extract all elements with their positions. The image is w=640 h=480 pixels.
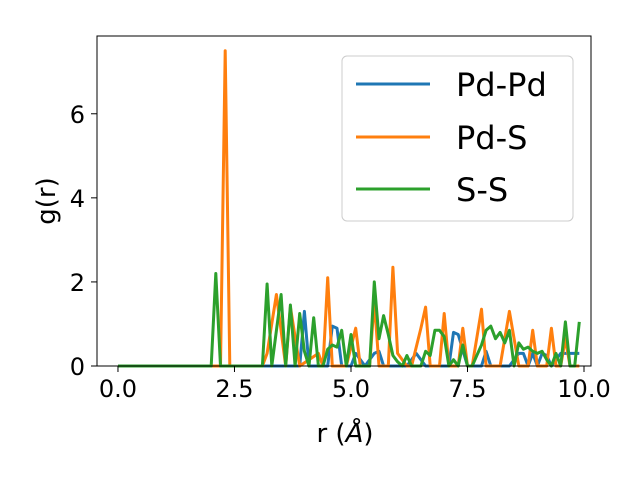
- x-axis-unit: Å: [344, 417, 364, 449]
- ticks-layer: 0.0 2.5 5.0 7.5 10.0 0 2 4 6: [70, 101, 611, 403]
- y-tick-label: 6: [70, 101, 85, 129]
- x-tick-label: 7.5: [448, 375, 486, 403]
- legend: Pd-Pd Pd-S S-S: [341, 55, 574, 222]
- legend-label-pd-pd: Pd-Pd: [456, 66, 547, 104]
- x-tick-label: 10.0: [557, 375, 610, 403]
- x-axis-label: r (Å): [316, 417, 373, 449]
- y-tick-label: 2: [70, 269, 85, 297]
- y-tick-label: 0: [70, 353, 85, 381]
- x-tick-label: 2.5: [215, 375, 253, 403]
- x-tick-label: 5.0: [332, 375, 370, 403]
- legend-label-s-s: S-S: [456, 171, 508, 209]
- axes-frame: [96, 35, 592, 367]
- y-axis-label: g(r): [32, 177, 62, 224]
- legend-box: [341, 55, 574, 222]
- x-tick-label: 0.0: [99, 375, 137, 403]
- y-tick-label: 4: [70, 185, 85, 213]
- legend-label-pd-s: Pd-S: [456, 119, 527, 157]
